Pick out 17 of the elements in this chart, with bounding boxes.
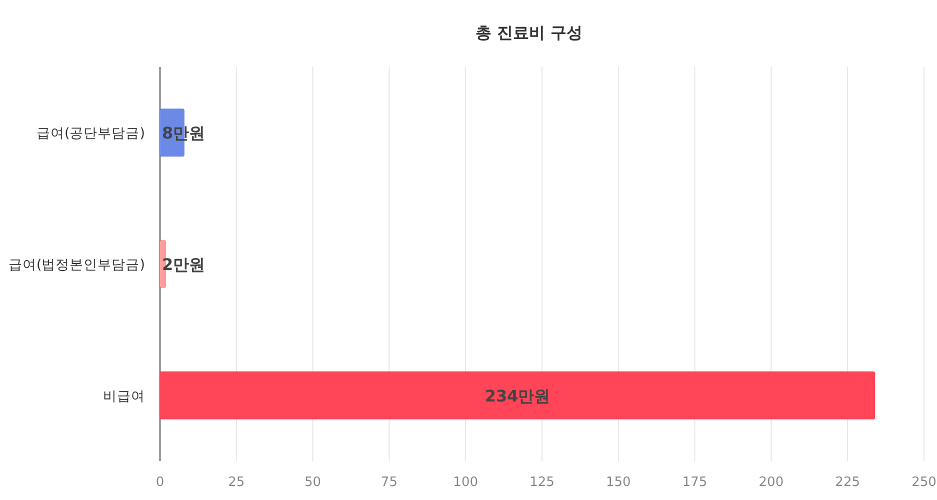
y-tick-label: 급여(법정본인부담금) (8, 257, 145, 273)
x-tick-label: 250 (912, 475, 936, 490)
x-tick-label: 200 (758, 475, 784, 490)
data-label: 234만원 (484, 386, 550, 406)
x-tick-label: 175 (682, 475, 708, 490)
x-tick-label: 0 (156, 475, 164, 490)
y-tick-label: 급여(공단부담금) (36, 126, 145, 142)
x-tick-label: 75 (380, 475, 398, 490)
x-tick-label: 25 (228, 475, 245, 490)
x-tick-label: 50 (304, 475, 322, 490)
x-tick-label: 150 (606, 475, 631, 490)
y-tick-label: 비급여 (103, 388, 145, 404)
x-tick-label: 100 (453, 475, 478, 490)
x-tick-label: 125 (530, 475, 554, 490)
data-label: 2만원 (162, 255, 206, 274)
x-tick-label: 225 (835, 475, 860, 490)
title: 총 진료비 구성 (475, 23, 583, 42)
